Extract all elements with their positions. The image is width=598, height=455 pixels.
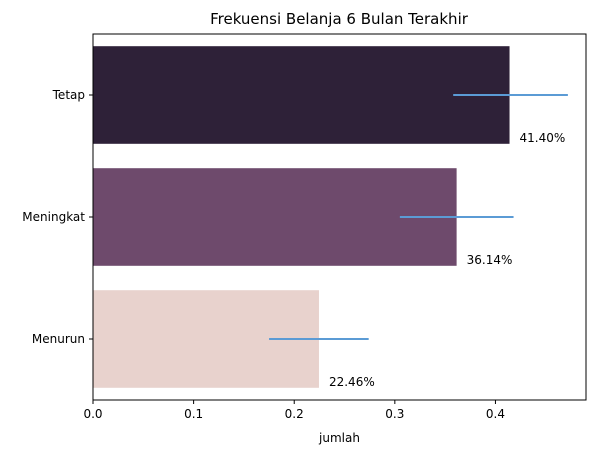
- y-tick-label-tetap: Tetap: [52, 88, 85, 102]
- x-tick-label: 0.3: [385, 407, 404, 421]
- x-tick-label: 0.0: [83, 407, 102, 421]
- bar-tetap: [93, 46, 510, 144]
- y-tick-label-menurun: Menurun: [32, 332, 85, 346]
- x-axis-label: jumlah: [318, 431, 360, 445]
- y-axis-ticks: Tetap Meningkat Menurun: [22, 88, 93, 346]
- chart-title: Frekuensi Belanja 6 Bulan Terakhir: [210, 10, 469, 28]
- y-tick-label-meningkat: Meningkat: [22, 210, 85, 224]
- value-label-menurun: 22.46%: [329, 375, 375, 389]
- value-label-tetap: 41.40%: [520, 131, 566, 145]
- bar-meningkat: [93, 168, 457, 266]
- x-tick-label: 0.4: [486, 407, 505, 421]
- x-tick-label: 0.2: [285, 407, 304, 421]
- x-axis-ticks: 0.0 0.1 0.2 0.3 0.4: [83, 400, 505, 421]
- value-label-meningkat: 36.14%: [467, 253, 513, 267]
- value-labels-group: 41.40% 36.14% 22.46%: [329, 131, 565, 389]
- x-tick-label: 0.1: [184, 407, 203, 421]
- error-bars-group: [269, 94, 568, 340]
